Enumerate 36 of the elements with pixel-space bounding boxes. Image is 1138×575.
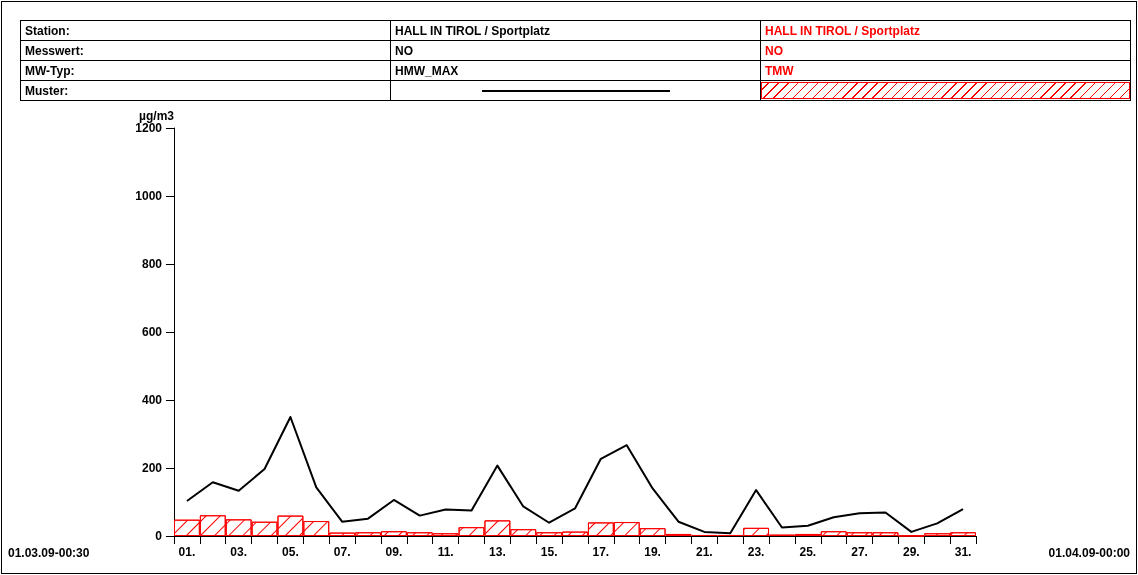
text: Muster: [20, 80, 391, 101]
text: Station: [20, 20, 391, 41]
x-tick-label: 25. [799, 545, 817, 559]
y-tick-label: 400 [141, 393, 163, 407]
x-tick-label: 03. [230, 545, 248, 559]
x-tick-label: 11. [437, 545, 454, 559]
x-tick-label: 01. [178, 545, 196, 559]
x-tick-label: 21. [696, 545, 713, 559]
x-tick-label: 29. [902, 545, 920, 559]
x-tick-label: 05. [282, 545, 299, 559]
text: 01.03.09-00:30 [8, 546, 90, 560]
x-tick-label: 09. [385, 545, 403, 559]
y-tick-label: 0 [155, 529, 163, 543]
text: HALL IN TIROL / Sportplatz [760, 20, 1131, 41]
y-tick-label: 200 [141, 461, 163, 475]
text: HMW_MAX [390, 60, 761, 81]
y-tick-label: 800 [141, 257, 163, 271]
y-tick-label: 1000 [135, 189, 163, 203]
text: NO [390, 40, 761, 61]
text: MW-Typ: [20, 60, 391, 81]
text: Messwert: [20, 40, 391, 61]
y-tick-label: 600 [141, 325, 163, 339]
y-tick-label: 1200 [135, 121, 163, 135]
x-tick-label: 07. [333, 545, 351, 559]
text: HALL IN TIROL / Sportplatz [390, 20, 761, 41]
text: TMW [760, 60, 1131, 81]
x-tick-label: 13. [489, 545, 506, 559]
y-axis-title: µg/m3 [139, 109, 175, 124]
x-tick-label: 19. [644, 545, 661, 559]
x-tick-label: 17. [592, 545, 610, 559]
x-tick-label: 31. [954, 545, 972, 559]
x-tick-label: 15. [540, 545, 558, 559]
x-tick-label: 23. [747, 545, 765, 559]
x-tick-label: 27. [851, 545, 868, 559]
text: NO [760, 40, 1131, 61]
text: 01.04.09-00:00 [1048, 546, 1130, 560]
